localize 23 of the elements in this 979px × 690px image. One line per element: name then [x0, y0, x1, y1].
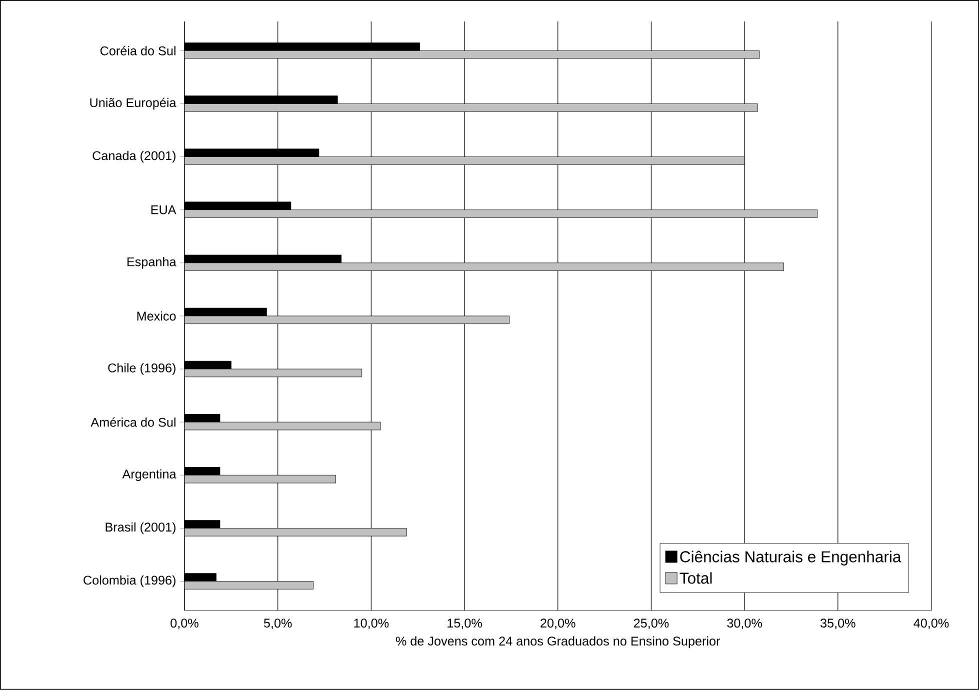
y-tick-label: Coréia do Sul	[100, 46, 176, 56]
y-tick-label: União Européia	[90, 98, 176, 110]
legend-label: Total	[680, 572, 712, 584]
y-tick-label: EUA	[151, 206, 176, 214]
y-tick-label: América do Sul	[90, 418, 176, 427]
x-axis-title: % de Jovens com 24 anos Graduados no Ensino Superior	[396, 636, 720, 648]
y-tick-label: Canada (2001)	[92, 151, 176, 163]
x-tick-label: 10,0%	[354, 618, 389, 630]
x-tick-label: 35,0%	[820, 618, 856, 630]
legend-label: Ciências Naturais e Engenharia	[680, 550, 902, 566]
x-tick-label: 40,0%	[914, 618, 949, 630]
x-tick-label: 0,0%	[170, 618, 198, 630]
y-tick-label: Espanha	[127, 257, 176, 269]
x-tick-label: 15,0%	[448, 618, 482, 630]
y-tick-label: Argentina	[122, 469, 176, 482]
y-tick-label: Mexico	[137, 311, 176, 321]
y-tick-label: Brasil (2001)	[106, 522, 176, 534]
x-tick-label: 20,0%	[540, 618, 576, 630]
x-tick-label: 25,0%	[634, 618, 669, 630]
x-tick-label: 30,0%	[727, 618, 762, 630]
y-tick-label: Colombia (1996)	[84, 576, 176, 588]
x-tick-label: 5,0%	[264, 618, 292, 630]
y-tick-label: Chile (1996)	[108, 363, 176, 376]
